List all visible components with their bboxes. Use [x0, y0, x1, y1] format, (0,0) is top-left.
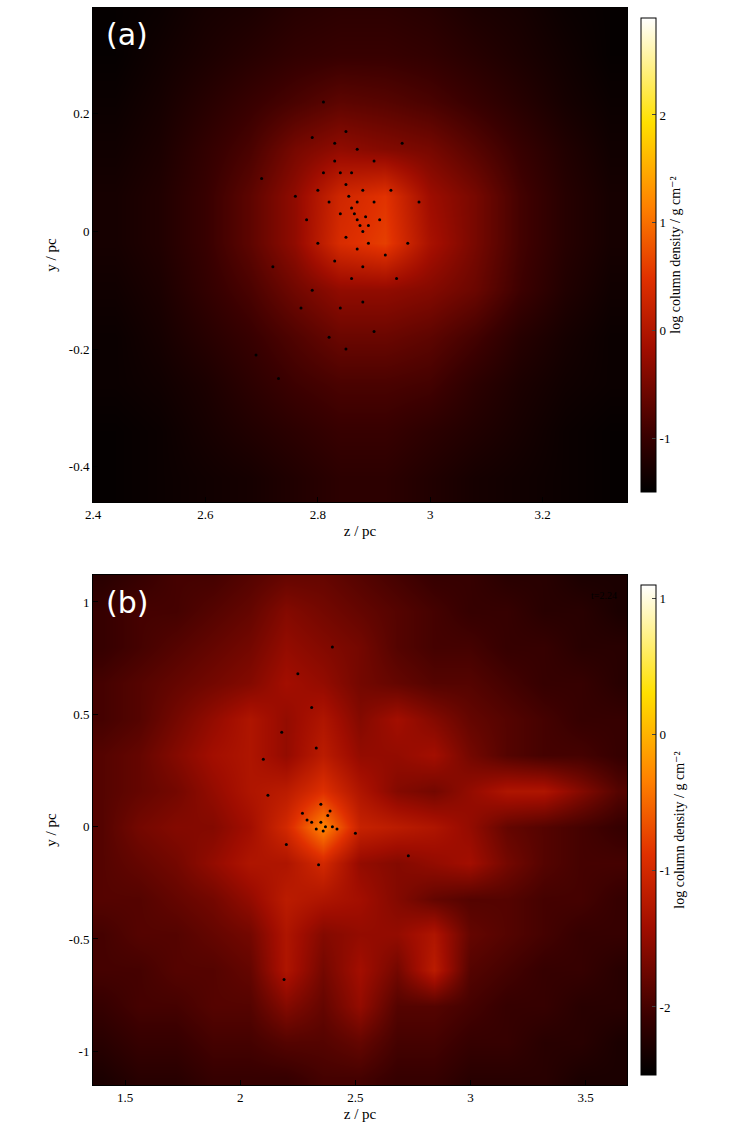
svg-text:0.2: 0.2 [73, 106, 89, 121]
svg-text:y / pc: y / pc [43, 238, 59, 272]
svg-text:-1: -1 [79, 1044, 90, 1059]
svg-text:2.6: 2.6 [197, 507, 214, 522]
svg-text:1: 1 [660, 591, 667, 606]
svg-text:-0.2: -0.2 [69, 342, 90, 357]
svg-text:-0.5: -0.5 [69, 932, 90, 947]
svg-text:1: 1 [83, 595, 90, 610]
svg-text:2.4: 2.4 [85, 507, 102, 522]
svg-text:y / pc: y / pc [43, 813, 59, 847]
svg-text:2: 2 [660, 108, 667, 123]
svg-text:3.5: 3.5 [577, 1090, 593, 1105]
svg-text:2.8: 2.8 [310, 507, 326, 522]
svg-text:2.5: 2.5 [347, 1090, 363, 1105]
svg-text:z / pc: z / pc [344, 523, 377, 539]
svg-text:log column density / g cm⁻²: log column density / g cm⁻² [672, 751, 687, 908]
svg-text:0: 0 [660, 727, 667, 742]
svg-text:3: 3 [467, 1090, 474, 1105]
svg-text:z / pc: z / pc [344, 1106, 377, 1122]
svg-text:0: 0 [83, 819, 90, 834]
svg-text:1.5: 1.5 [117, 1090, 133, 1105]
svg-text:log column density / g cm⁻²: log column density / g cm⁻² [668, 176, 683, 333]
svg-text:0: 0 [660, 323, 667, 338]
svg-text:(a): (a) [106, 17, 148, 52]
svg-text:0.5: 0.5 [73, 707, 89, 722]
svg-text:-1: -1 [660, 863, 671, 878]
svg-text:-2: -2 [660, 999, 671, 1014]
svg-text:3.2: 3.2 [535, 507, 551, 522]
svg-text:2: 2 [237, 1090, 244, 1105]
svg-text:3: 3 [427, 507, 434, 522]
svg-text:1: 1 [660, 215, 667, 230]
svg-text:(b): (b) [106, 585, 148, 620]
svg-text:-0.4: -0.4 [69, 459, 90, 474]
svg-text:0: 0 [83, 224, 90, 239]
svg-text:-1: -1 [660, 431, 671, 446]
svg-text:t=2.24: t=2.24 [591, 590, 617, 601]
